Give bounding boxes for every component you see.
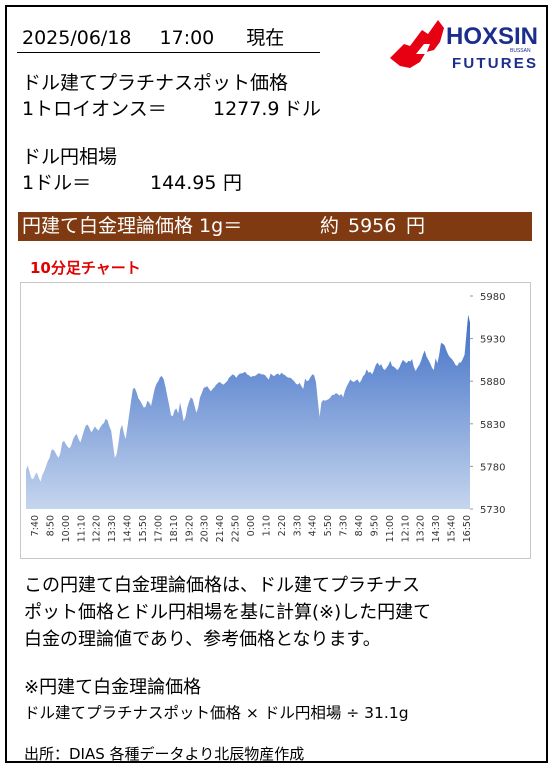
banner-approx: 約 [320, 215, 340, 237]
chart-container [20, 282, 531, 559]
banner-label: 円建て白金理論価格 1g＝ [22, 215, 243, 237]
now-label: 現在 [246, 27, 285, 49]
fx-unit-label: 1ドル＝ [22, 172, 92, 194]
date-text: 2025/06/18 [22, 27, 132, 49]
description-line-1: この円建て白金理論価格は、ドル建てプラチナス [24, 575, 420, 596]
card-frame [5, 5, 548, 763]
platinum-value: 1277.9 [213, 98, 280, 120]
platinum-currency: ドル [283, 98, 322, 120]
timestamp: 2025/06/18 17:00 現在 [22, 26, 284, 50]
note-formula: ドル建てプラチナスポット価格 × ドル円相場 ÷ 31.1g [24, 704, 409, 722]
theoretical-price-banner: 円建て白金理論価格 1g＝ 約 5956 円 [18, 212, 532, 241]
fx-currency: 円 [223, 172, 243, 194]
logo-sub: FUTURES [452, 55, 536, 72]
timestamp-underline [17, 52, 320, 53]
banner-value: 5956 [348, 215, 397, 237]
fx-value: 144.95 [150, 172, 217, 194]
fx-title: ドル円相場 [22, 146, 118, 168]
logo-brand: HOXSIN [446, 23, 538, 50]
description-line-3: 白金の理論値であり、参考価格となります。 [24, 629, 381, 650]
description-line-2: ポット価格とドル円相場を基に計算(※)した円建て [24, 602, 432, 623]
source-text: 出所：DIAS 各種データより北辰物産作成 [24, 745, 305, 763]
hoxsin-logo: HOXSIN BUSSAN FUTURES [390, 20, 538, 72]
banner-currency: 円 [406, 215, 426, 237]
logo-small: BUSSAN [510, 48, 531, 54]
platinum-unit-label: 1トロイオンス＝ [22, 98, 167, 120]
time-text: 17:00 [159, 27, 215, 49]
platinum-title: ドル建てプラチナスポット価格 [22, 72, 289, 94]
note-title: ※円建て白金理論価格 [24, 677, 202, 698]
chart-title: 10分足チャート [30, 259, 141, 277]
logo-mark [390, 20, 444, 68]
